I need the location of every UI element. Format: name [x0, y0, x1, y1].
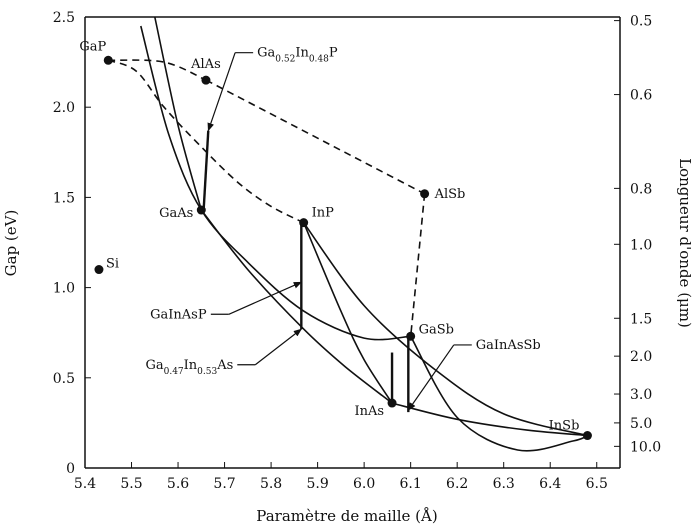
- annotation-label: Ga0.47In0.53As: [145, 358, 233, 377]
- curve-inp-insb: [303, 222, 588, 437]
- plot-frame: [84, 16, 621, 469]
- point-label-si: Si: [106, 257, 119, 272]
- y-tick-label: 0: [66, 461, 75, 477]
- y2-axis-ticks: 0.5 0.6 0.8 1.0 1.5 2.0 3.0 5.0 10.0: [614, 14, 661, 455]
- point-label-insb: InSb: [549, 419, 580, 434]
- compound-points: GaP AlAs GaAs InP AlSb Si GaSb InAs InSb: [79, 39, 592, 441]
- curve-top-gaas: [154, 16, 203, 211]
- annotation-label: GaInAsP: [150, 307, 207, 322]
- annotation-gainasp: GaInAsP: [150, 281, 303, 322]
- y2-tick-label: 10.0: [630, 439, 661, 455]
- curve-gap-inp: [108, 59, 305, 224]
- point-inas: [387, 398, 397, 408]
- curve-alsb-gasb: [409, 193, 426, 337]
- annotation-arrow: [228, 281, 303, 315]
- curve-gasb-insb: [410, 335, 588, 452]
- y2-tick-label: 2.0: [630, 349, 652, 365]
- point-label-gaas: GaAs: [159, 206, 193, 221]
- y2-axis-title: Longueur d'onde (μm): [676, 158, 694, 328]
- alloy-curves: [108, 16, 588, 452]
- curve-alas-alsb: [205, 79, 425, 195]
- x-tick-label: 5.6: [167, 476, 189, 492]
- y2-tick-label: 0.5: [630, 14, 652, 30]
- y2-tick-label: 5.0: [630, 416, 652, 432]
- point-alas: [201, 75, 211, 85]
- point-alsb: [420, 189, 430, 199]
- x-tick-label: 6.4: [539, 476, 561, 492]
- annotation-arrow: [207, 52, 236, 132]
- point-gasb: [406, 331, 416, 341]
- annotation-gainassb: GaInAsSb: [407, 338, 541, 411]
- x-tick-label: 5.7: [213, 476, 235, 492]
- point-insb: [582, 431, 592, 441]
- x-tick-label: 5.8: [260, 476, 282, 492]
- annotation-ga0-52in0-48p: Ga0.52In0.48P: [207, 46, 338, 132]
- x-tick-label: 5.9: [306, 476, 328, 492]
- point-label-alsb: AlSb: [434, 187, 466, 202]
- x-tick-label: 6.1: [400, 476, 422, 492]
- point-label-alas: AlAs: [190, 57, 221, 72]
- y2-tick-label: 1.0: [630, 237, 652, 253]
- point-label-gap: GaP: [79, 39, 106, 54]
- x-axis-ticks: 5.4 5.5 5.6 5.7 5.8 5.9 6.0 6.1 6.2 6.3 6.4 6.5: [74, 462, 608, 492]
- x-tick-label: 6.5: [586, 476, 608, 492]
- segment-gaas-alas: [202, 130, 210, 211]
- y-axis-ticks: 0 0.5 1.0 1.5 2.0 2.5: [53, 10, 91, 477]
- y2-tick-label: 1.5: [630, 311, 652, 327]
- point-inp: [299, 218, 309, 228]
- heterostructure-segments: [202, 130, 410, 413]
- x-axis-title: Paramètre de maille (Å): [256, 507, 437, 525]
- point-label-inp: InP: [312, 206, 335, 221]
- point-label-inas: InAs: [354, 404, 384, 419]
- point-si: [94, 265, 104, 275]
- y-tick-label: 1.0: [53, 281, 75, 297]
- alloy-annotations: Ga0.52In0.48P GaInAsP Ga0.47In0.53As GaInAs…: [145, 46, 541, 411]
- annotation-label: GaInAsSb: [476, 338, 541, 353]
- x-tick-label: 6.3: [493, 476, 515, 492]
- annotation-ga0-47in0-53as: Ga0.47In0.53As: [145, 328, 302, 377]
- point-gap: [103, 55, 113, 65]
- y2-tick-label: 0.8: [630, 181, 652, 197]
- annotation-arrow: [407, 344, 455, 411]
- point-label-gasb: GaSb: [419, 322, 454, 337]
- annotation-label: Ga0.52In0.48P: [257, 46, 338, 65]
- curve-inp-inas: [302, 222, 393, 404]
- y-tick-label: 0.5: [53, 371, 75, 387]
- x-tick-label: 5.4: [74, 476, 96, 492]
- y-axis-title: Gap (eV): [2, 210, 20, 277]
- annotation-arrow: [254, 328, 302, 366]
- curve-gap-alas: [108, 59, 207, 81]
- y-tick-label: 2.5: [53, 10, 75, 26]
- point-gaas: [196, 205, 206, 215]
- x-tick-label: 6.2: [446, 476, 468, 492]
- y-tick-label: 1.5: [53, 190, 75, 206]
- y2-tick-label: 0.6: [630, 88, 652, 104]
- y-tick-label: 2.0: [53, 100, 75, 116]
- curve-gaas-gasb: [140, 25, 411, 341]
- curve-inas-insb: [391, 402, 588, 437]
- x-tick-label: 6.0: [353, 476, 375, 492]
- x-tick-label: 5.5: [120, 476, 142, 492]
- y2-tick-label: 3.0: [630, 387, 652, 403]
